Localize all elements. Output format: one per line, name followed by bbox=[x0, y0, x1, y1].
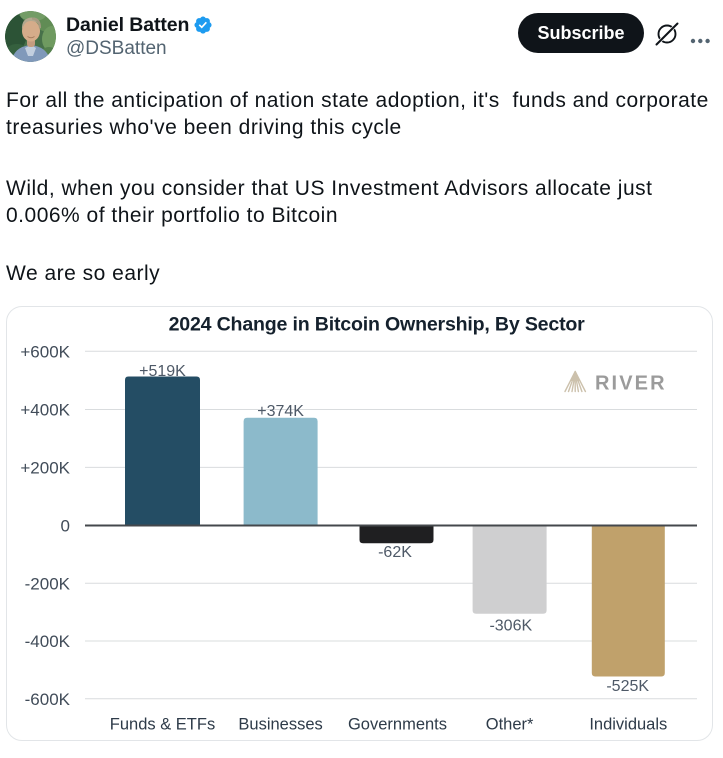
svg-text:Individuals: Individuals bbox=[589, 716, 667, 734]
svg-text:-400K: -400K bbox=[25, 632, 71, 651]
svg-text:+600K: +600K bbox=[20, 343, 70, 362]
svg-text:-62K: -62K bbox=[378, 544, 412, 561]
svg-text:+400K: +400K bbox=[20, 401, 70, 420]
svg-text:+374K: +374K bbox=[257, 403, 304, 420]
svg-text:RIVER: RIVER bbox=[595, 372, 667, 394]
svg-text:-306K: -306K bbox=[489, 617, 532, 634]
svg-text:0: 0 bbox=[61, 517, 70, 536]
svg-text:Businesses: Businesses bbox=[238, 716, 322, 734]
svg-text:Other*: Other* bbox=[486, 716, 534, 734]
svg-text:Governments: Governments bbox=[348, 716, 447, 734]
svg-text:-200K: -200K bbox=[25, 574, 71, 593]
svg-text:+519K: +519K bbox=[139, 363, 186, 380]
svg-text:-600K: -600K bbox=[25, 690, 71, 709]
svg-text:2024 Change in Bitcoin Ownersh: 2024 Change in Bitcoin Ownership, By Sec… bbox=[169, 314, 586, 336]
svg-text:+200K: +200K bbox=[20, 459, 70, 478]
svg-text:-525K: -525K bbox=[606, 678, 649, 695]
svg-text:Funds & ETFs: Funds & ETFs bbox=[110, 716, 215, 734]
